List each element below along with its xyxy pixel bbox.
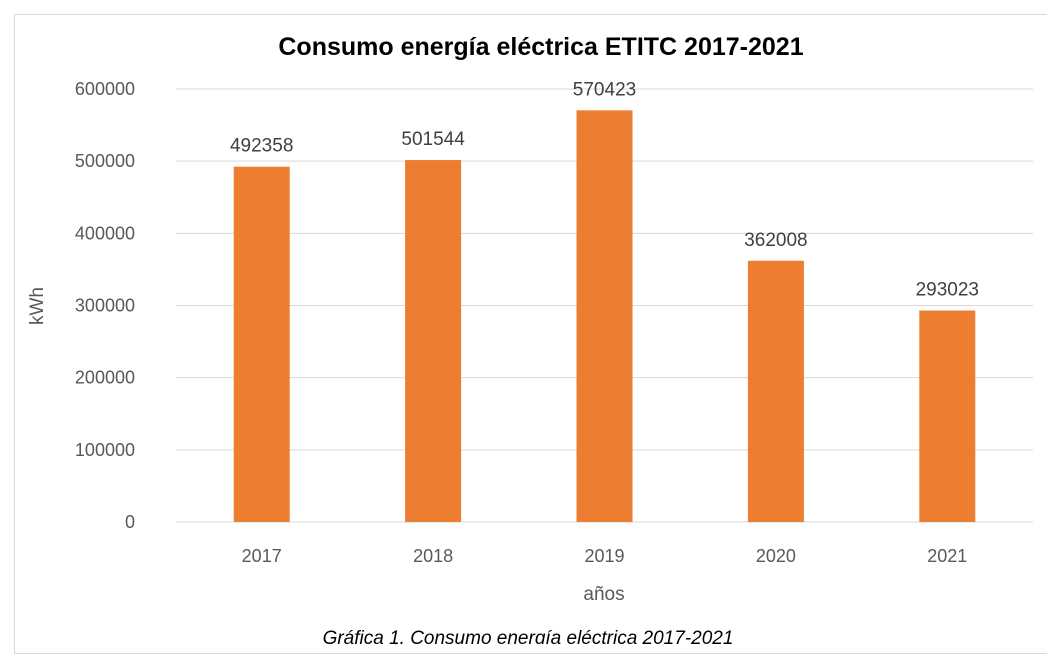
chart-frame: [14, 14, 1047, 654]
data-label-2018: 501544: [401, 129, 465, 150]
x-tick-label: 2019: [584, 546, 624, 566]
x-tick-label: 2020: [756, 546, 796, 566]
y-tick-label: 400000: [75, 223, 135, 243]
bar-2019: [576, 110, 633, 523]
y-tick-label: 100000: [75, 440, 135, 460]
y-tick-label: 200000: [75, 368, 135, 388]
bar-2020: [747, 260, 804, 522]
bar-2018: [405, 160, 462, 522]
data-label-2019: 570423: [573, 79, 636, 100]
bars: [233, 110, 976, 523]
chart-title: Consumo energía eléctrica ETITC 2017-202…: [278, 33, 803, 61]
y-tick-label: 300000: [75, 296, 135, 316]
data-label-2021: 293023: [916, 280, 979, 301]
data-label-2017: 492358: [230, 136, 293, 157]
x-axis-title: años: [583, 584, 624, 605]
y-tick-label: 500000: [75, 151, 135, 171]
x-tick-label: 2021: [927, 546, 967, 566]
y-axis-title: kWh: [27, 287, 48, 325]
data-label-2020: 362008: [744, 230, 807, 251]
figure-caption: Gráfica 1. Consumo energía eléctrica 201…: [323, 628, 734, 644]
bar-2021: [919, 310, 976, 522]
data-labels: 492358 501544 570423 362008 293023: [230, 79, 979, 300]
x-tick-label: 2018: [413, 546, 453, 566]
x-tick-label: 2017: [242, 546, 282, 566]
y-axis-ticks: 0 100000 200000 300000 400000 500000 600000: [75, 79, 135, 532]
x-axis-ticks: 2017 2018 2019 2020 2021: [242, 546, 968, 566]
y-tick-label: 600000: [75, 79, 135, 99]
bar-2017: [233, 166, 290, 522]
y-tick-label: 0: [125, 512, 135, 532]
